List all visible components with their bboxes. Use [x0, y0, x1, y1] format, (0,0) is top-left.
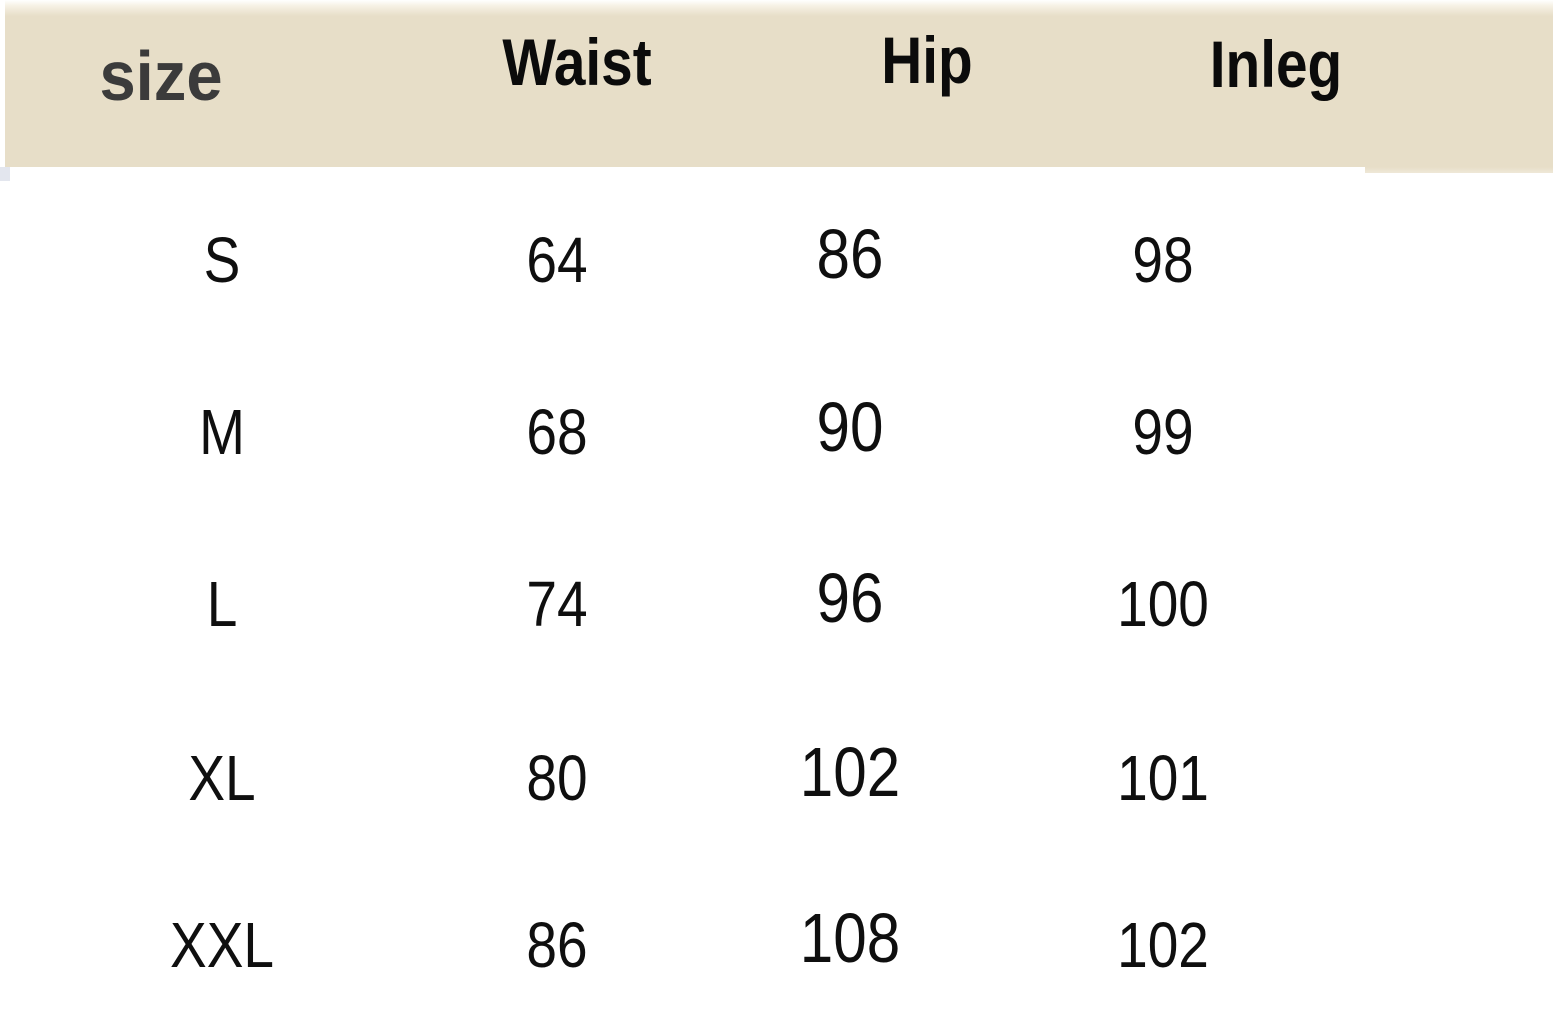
column-header-waist: Waist	[490, 24, 664, 100]
waist-value-xxl: 86	[526, 909, 588, 981]
hip-value-m: 90	[816, 388, 884, 466]
waist-value-xl: 80	[526, 742, 588, 814]
waist-value-s: 64	[526, 224, 588, 296]
waist-value-l: 74	[526, 568, 588, 640]
size-label-s: S	[203, 224, 241, 296]
header-band-left-artifact	[0, 167, 10, 181]
size-label-xxl: XXL	[169, 909, 275, 981]
inleg-value-m: 99	[1132, 396, 1194, 468]
inleg-value-s: 98	[1132, 224, 1194, 296]
column-header-size-label: size	[99, 37, 223, 115]
header-band-right-extension	[1365, 167, 1553, 173]
inleg-value-xl: 101	[1117, 742, 1209, 814]
column-header-inleg-label: Inleg	[1209, 27, 1343, 101]
column-header-hip: Hip	[874, 22, 980, 98]
hip-value-l: 96	[816, 559, 884, 637]
size-label-m: M	[199, 396, 245, 468]
inleg-value-l: 100	[1117, 568, 1209, 640]
hip-value-xl: 102	[799, 733, 901, 811]
header-band	[5, 0, 1553, 167]
inleg-value-xxl: 102	[1117, 909, 1209, 981]
column-header-size: size	[95, 36, 227, 116]
waist-value-m: 68	[526, 396, 588, 468]
column-header-inleg: Inleg	[1199, 26, 1353, 102]
size-label-l: L	[206, 568, 238, 640]
hip-value-xxl: 108	[799, 899, 901, 977]
size-label-xl: XL	[188, 742, 256, 814]
hip-value-s: 86	[816, 215, 884, 293]
column-header-hip-label: Hip	[881, 23, 973, 97]
column-header-waist-label: Waist	[502, 25, 652, 99]
